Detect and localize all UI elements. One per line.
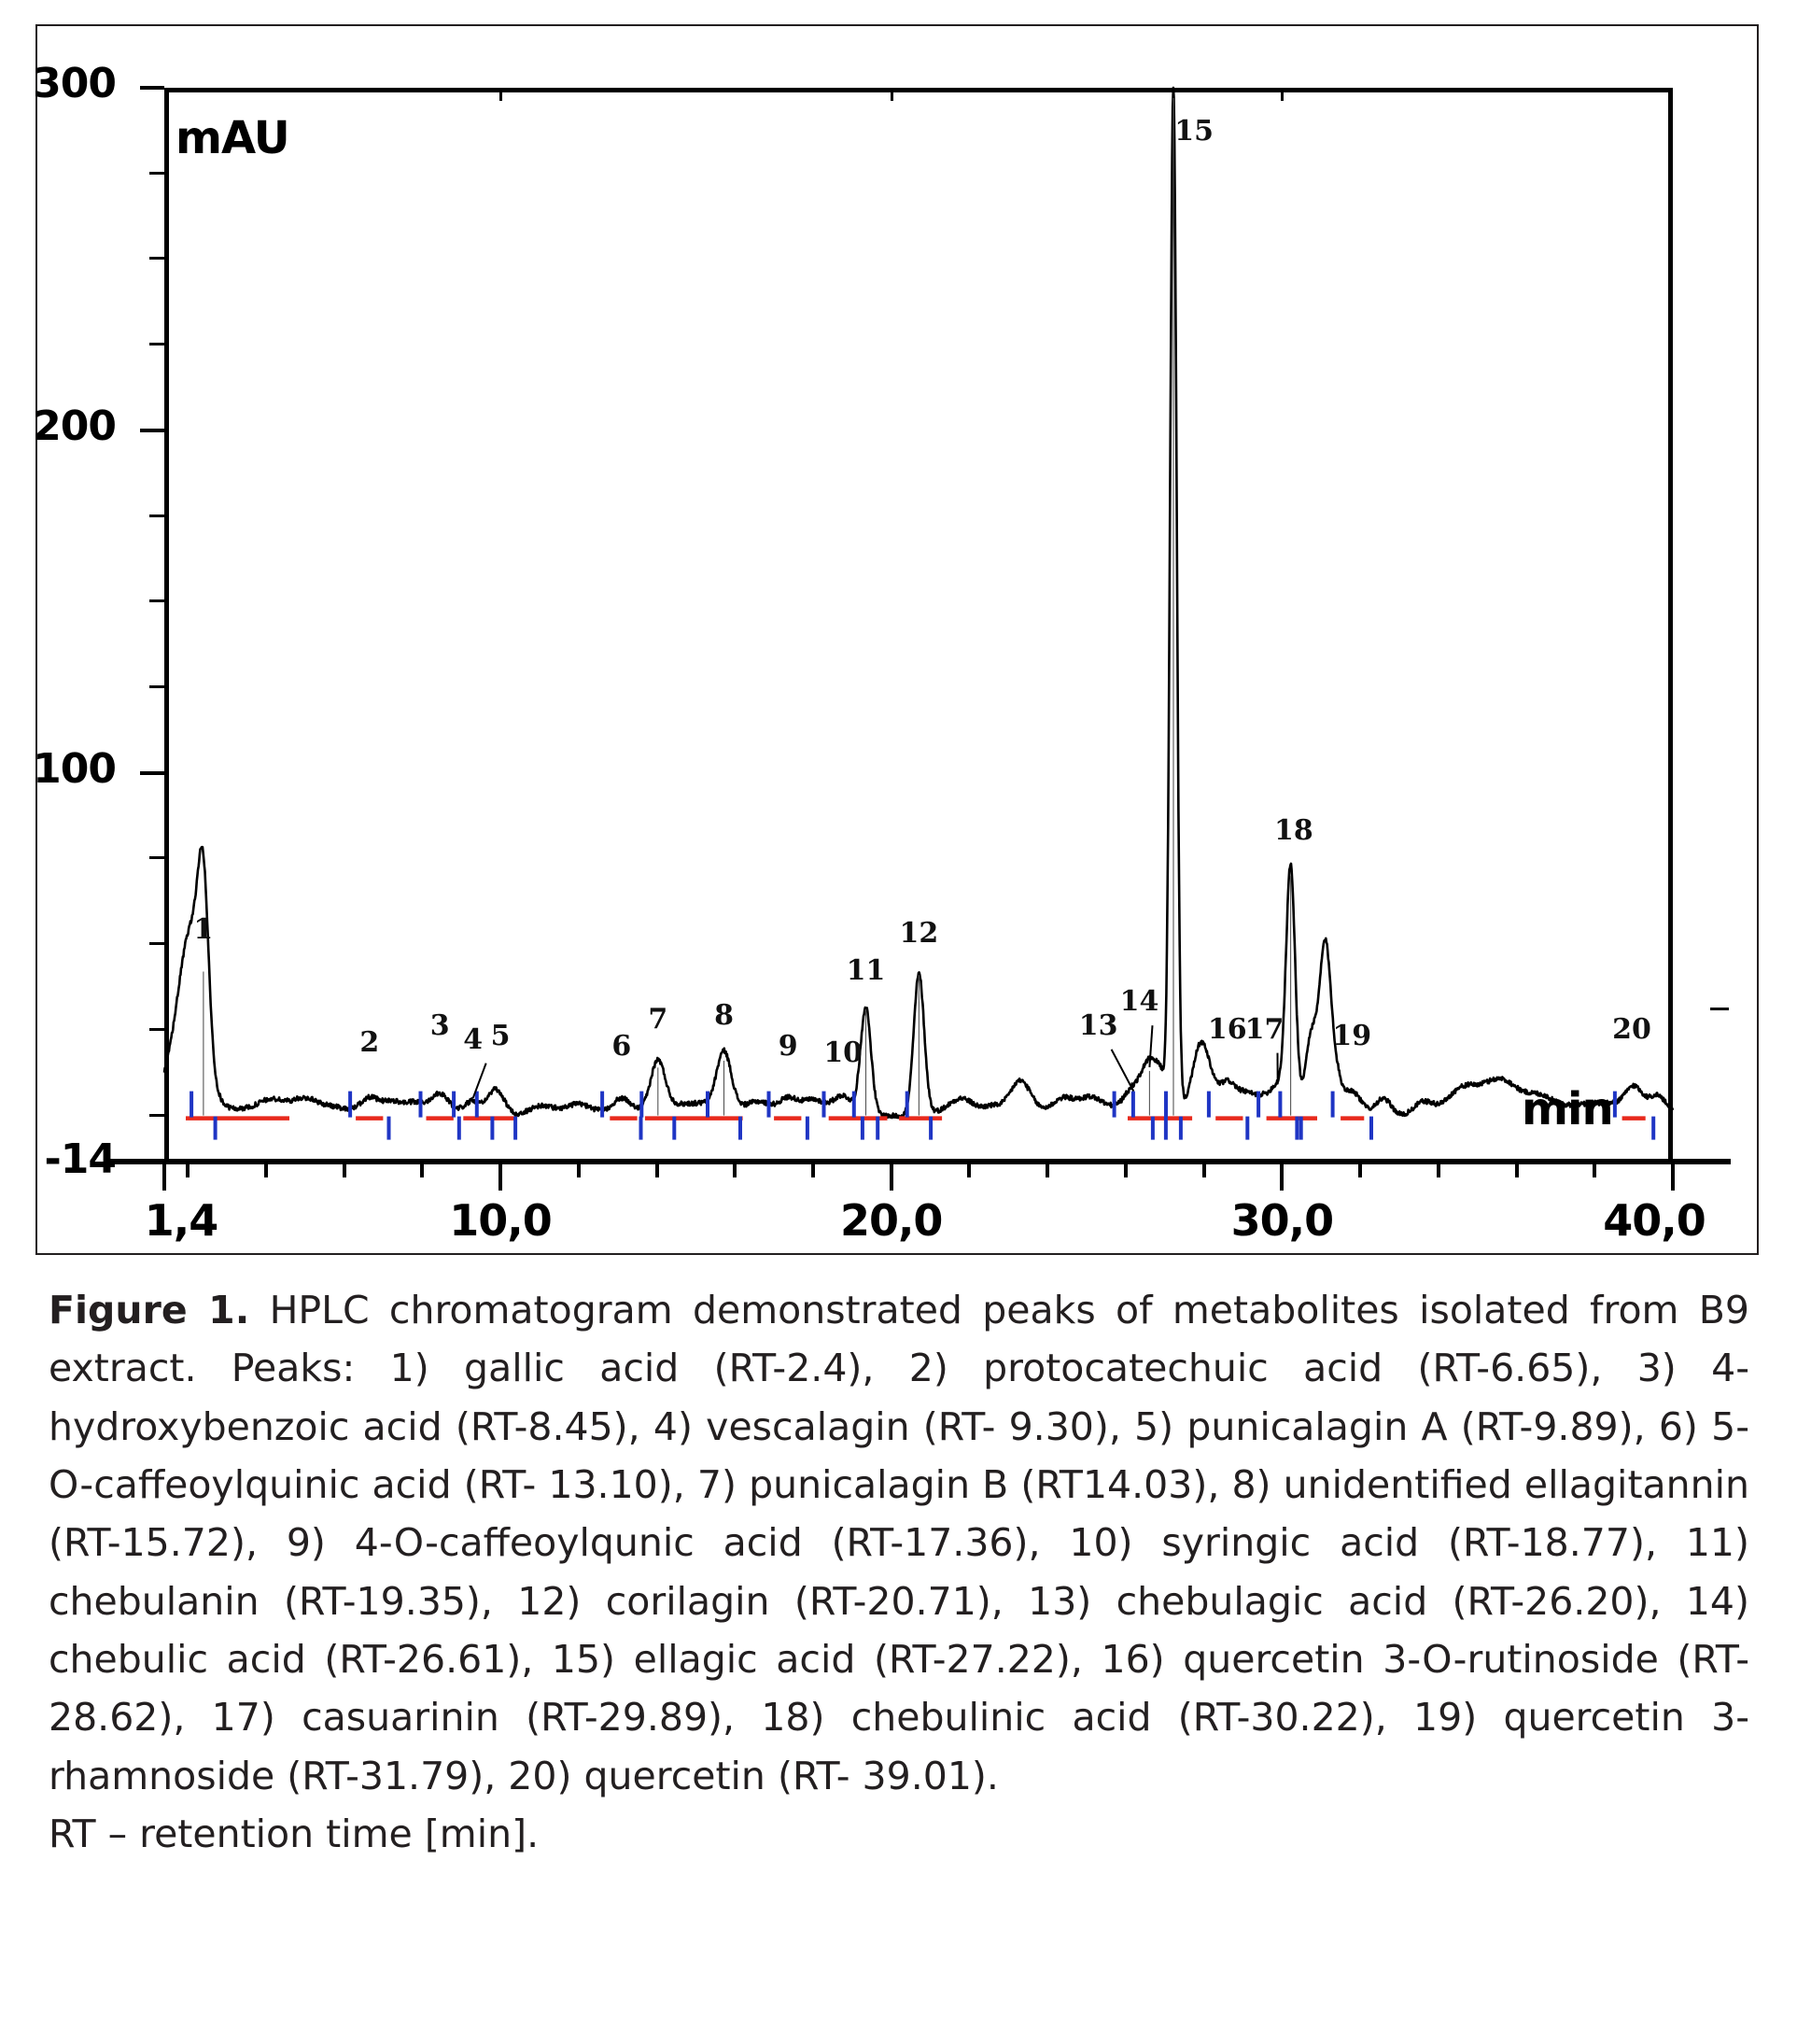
y-tick-300 — [140, 86, 164, 90]
x-tick-label-0: 1,4 — [144, 1195, 218, 1246]
top-tick-10 — [499, 88, 503, 101]
x-tick-label-4: 40,0 — [1603, 1195, 1706, 1246]
x-minor-tick-24 — [1046, 1159, 1050, 1177]
peak-label-9: 9 — [778, 1029, 798, 1063]
signal-trace — [162, 86, 1675, 1120]
peak-label-10: 10 — [823, 1036, 863, 1070]
x-minor-tick-2 — [186, 1159, 190, 1177]
peak-label-6: 6 — [611, 1029, 632, 1063]
x-minor-tick-34 — [1436, 1159, 1440, 1177]
x-tick-label-2: 20,0 — [839, 1195, 943, 1246]
y-axis-unit-label: mAU — [175, 112, 290, 164]
y-tick-50 — [149, 942, 164, 946]
x-major-tick-2 — [889, 1159, 893, 1191]
peak-label-3: 3 — [429, 1008, 450, 1042]
peak-label-8: 8 — [714, 998, 734, 1032]
x-minor-tick-14 — [654, 1159, 659, 1177]
figure-caption-footnote: RT – retention time [min]. — [49, 1811, 540, 1856]
peak-label-19: 19 — [1332, 1019, 1372, 1052]
y-tick-150 — [149, 599, 164, 603]
top-tick-30 — [1281, 88, 1285, 101]
figure-border: 1 2 3 4 5 6 7 8 9 10 11 12 13 14 15 16 17 18 19 20 100 200 30… — [33, 24, 1759, 1255]
y-tick-100 — [140, 770, 164, 775]
x-minor-tick-12 — [576, 1159, 581, 1177]
x-minor-tick-6 — [342, 1159, 346, 1177]
top-tick-20 — [890, 88, 893, 101]
x-minor-tick-28 — [1201, 1159, 1206, 1177]
x-minor-tick-36 — [1514, 1159, 1519, 1177]
right-outside-tick — [1710, 1008, 1729, 1010]
y-tick-250 — [149, 257, 164, 261]
y-tick-125 — [149, 685, 164, 689]
plot-top-border — [164, 88, 1673, 92]
y-tick-225 — [149, 343, 164, 346]
x-minor-tick-4 — [263, 1159, 268, 1177]
y-tick-0 — [149, 1113, 164, 1117]
y-tick-200 — [140, 428, 164, 432]
plot-right-border — [1668, 88, 1673, 1163]
y-axis-line — [164, 88, 169, 1163]
peak-label-15: 15 — [1174, 115, 1214, 148]
y-tick-275 — [149, 171, 164, 175]
peak-label-12: 12 — [899, 916, 939, 950]
peak-label-11: 11 — [846, 954, 886, 988]
peak-label-17: 17 — [1244, 1012, 1285, 1046]
x-minor-tick-8 — [420, 1159, 425, 1177]
y-tick-75 — [149, 856, 164, 860]
y-tick-175 — [149, 514, 164, 517]
peak-label-16: 16 — [1207, 1012, 1247, 1046]
x-minor-tick-26 — [1123, 1159, 1128, 1177]
peak-label-5: 5 — [490, 1019, 511, 1052]
peak-label-7: 7 — [648, 1002, 668, 1036]
x-axis-line — [106, 1159, 1731, 1164]
peak-label-14: 14 — [1119, 985, 1159, 1019]
peak-label-2: 2 — [359, 1026, 380, 1060]
x-major-tick-1 — [498, 1159, 503, 1191]
figure-caption: Figure 1. HPLC chromatogram demonstrated… — [49, 1281, 1749, 1863]
peak-leader-line-4 — [471, 1063, 487, 1099]
x-minor-tick-16 — [733, 1159, 737, 1177]
x-axis-unit-label: min — [1522, 1083, 1614, 1135]
y-axis-min-label: -14 — [44, 1135, 117, 1183]
chromatogram-plot: 1 2 3 4 5 6 7 8 9 10 11 12 13 14 15 16 17 18 19 20 — [106, 86, 1731, 1191]
x-major-tick-0 — [162, 1159, 166, 1191]
x-minor-tick-18 — [810, 1159, 815, 1177]
peak-label-4: 4 — [463, 1022, 484, 1056]
y-tick-label-100: 100 — [33, 744, 117, 793]
y-tick-label-300: 300 — [33, 60, 117, 107]
y-tick-label-200: 200 — [33, 402, 117, 450]
x-minor-tick-22 — [967, 1159, 972, 1177]
peak-label-20: 20 — [1612, 1012, 1651, 1046]
x-tick-label-1: 10,0 — [449, 1195, 552, 1246]
x-tick-label-3: 30,0 — [1230, 1195, 1334, 1246]
peak-label-1: 1 — [193, 913, 214, 947]
x-major-tick-3 — [1280, 1159, 1285, 1191]
x-minor-tick-32 — [1358, 1159, 1363, 1177]
y-tick-25 — [149, 1027, 164, 1031]
chromatogram-trace — [162, 86, 1675, 1140]
peak-label-13: 13 — [1078, 1008, 1118, 1042]
x-minor-tick-38 — [1593, 1159, 1597, 1177]
peak-leader-line-14 — [1148, 1025, 1154, 1067]
peak-label-18: 18 — [1274, 813, 1313, 847]
x-major-tick-4 — [1671, 1159, 1675, 1191]
figure-caption-text: HPLC chromatogram demonstrated peaks of … — [49, 1288, 1749, 1798]
peak-leader-line-13 — [1110, 1049, 1135, 1092]
figure-caption-label: Figure 1. — [49, 1288, 250, 1332]
